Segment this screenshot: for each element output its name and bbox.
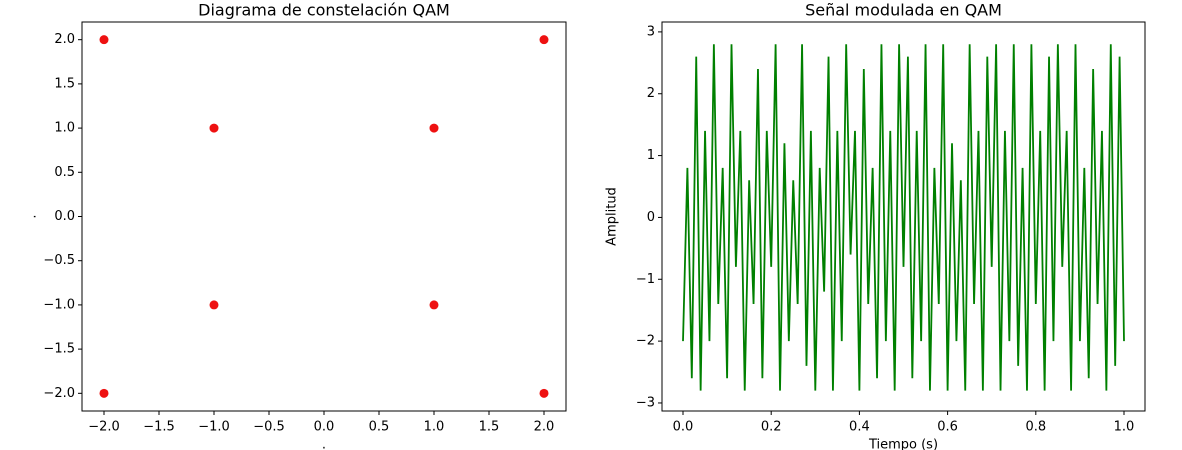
x-tick-label: −2.0 <box>88 420 120 435</box>
x-axis-label: . <box>322 438 326 450</box>
y-tick-label: 0.0 <box>54 209 75 224</box>
x-tick-label: 0.0 <box>673 420 694 435</box>
y-tick-label: 2 <box>647 86 655 101</box>
y-tick-label: 0.5 <box>54 165 75 180</box>
y-axis-label: Amplitud <box>605 187 620 246</box>
x-tick-label: −1.5 <box>143 420 175 435</box>
y-tick-label: −2 <box>636 334 655 349</box>
point <box>429 123 439 133</box>
y-tick-label: 2.0 <box>54 32 75 47</box>
x-tick-label: 0.2 <box>761 420 782 435</box>
x-tick-label: 1.0 <box>1114 420 1135 435</box>
chart-title: Diagrama de constelación QAM <box>198 1 450 20</box>
x-tick-label: 0.6 <box>937 420 958 435</box>
y-tick-label: 1.0 <box>54 121 75 136</box>
point <box>539 35 549 45</box>
signal-line <box>682 44 1125 391</box>
plot-frame <box>81 21 567 412</box>
y-tick-label: 1 <box>647 148 655 163</box>
y-tick-label: −0.5 <box>43 253 75 268</box>
chart-title: Señal modulada en QAM <box>805 1 1002 20</box>
x-tick-label: 1.0 <box>424 420 445 435</box>
point <box>99 35 109 45</box>
x-tick-label: 2.0 <box>534 420 555 435</box>
x-tick-label: −1.0 <box>198 420 230 435</box>
x-axis-label: Tiempo (s) <box>868 438 938 450</box>
point <box>99 388 109 398</box>
x-tick-label: −0.5 <box>253 420 285 435</box>
x-tick-label: 0.8 <box>1025 420 1046 435</box>
y-tick-label: 3 <box>647 24 655 39</box>
y-tick-label: 1.5 <box>54 76 75 91</box>
y-tick-label: −1.0 <box>43 297 75 312</box>
point <box>209 123 219 133</box>
y-tick-label: −3 <box>636 395 655 410</box>
point <box>209 300 219 310</box>
x-tick-label: 0.5 <box>369 420 390 435</box>
x-tick-label: 0.4 <box>849 420 870 435</box>
point <box>539 388 549 398</box>
x-tick-label: 0.0 <box>314 420 335 435</box>
y-tick-label: −1 <box>636 272 655 287</box>
y-tick-label: −1.5 <box>43 342 75 357</box>
plot-frame <box>661 21 1146 412</box>
y-tick-label: −2.0 <box>43 386 75 401</box>
point <box>429 300 439 310</box>
x-tick-label: 1.5 <box>479 420 500 435</box>
y-axis-label: . <box>25 214 40 218</box>
y-tick-label: 0 <box>647 210 655 225</box>
